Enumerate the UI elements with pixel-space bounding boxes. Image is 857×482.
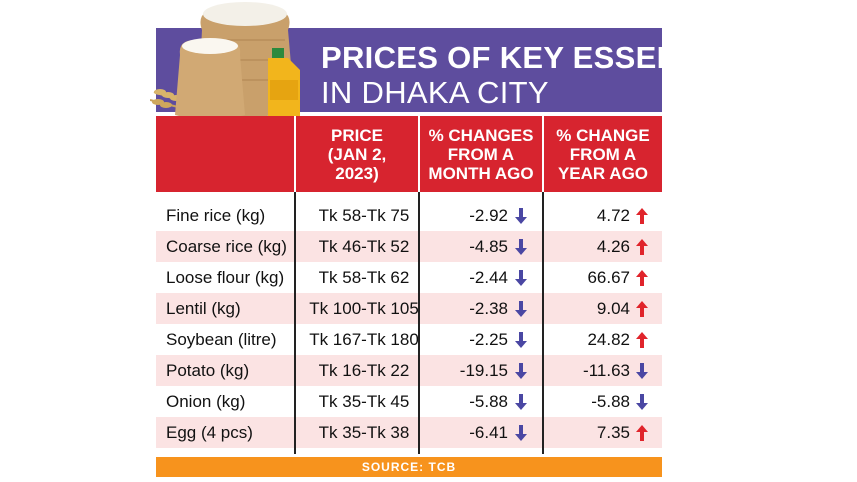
row-price: Tk 100-Tk 105 — [309, 298, 419, 318]
row-month-change: -5.88 — [469, 391, 508, 411]
title-line-2: IN DHAKA CITY — [321, 75, 549, 110]
row-month-change: -4.85 — [469, 236, 508, 256]
infographic-card: PRICES OF KEY ESSENTIALS IN DHAKA CITY — [150, 0, 770, 482]
table-row: Soybean (litre) Tk 167-Tk 180 -2.25 24.82 — [156, 324, 662, 355]
arrow-up-icon — [635, 300, 649, 318]
row-year-change: 4.26 — [596, 236, 630, 256]
column-divider — [542, 192, 544, 454]
table-row: Fine rice (kg) Tk 58-Tk 75 -2.92 4.72 — [156, 200, 662, 231]
arrow-up-icon — [635, 331, 649, 349]
table-row: Egg (4 pcs) Tk 35-Tk 38 -6.41 7.35 — [156, 417, 662, 448]
row-year-change: -11.63 — [583, 360, 630, 380]
arrow-down-icon — [514, 300, 528, 318]
row-price: Tk 58-Tk 62 — [318, 267, 410, 287]
arrow-up-icon — [635, 207, 649, 225]
row-year-change: 4.72 — [596, 205, 630, 225]
row-month-change: -2.25 — [469, 329, 508, 349]
row-item-label: Onion (kg) — [166, 391, 246, 411]
row-year-change: 66.67 — [587, 267, 630, 287]
table-row: Lentil (kg) Tk 100-Tk 105 -2.38 9.04 — [156, 293, 662, 324]
row-item-label: Egg (4 pcs) — [166, 422, 253, 442]
arrow-down-icon — [514, 331, 528, 349]
row-price: Tk 35-Tk 38 — [318, 422, 410, 442]
arrow-down-icon — [514, 269, 528, 287]
row-year-change: 24.82 — [587, 329, 630, 349]
flour-sack-icon — [175, 38, 245, 120]
table-row: Coarse rice (kg) Tk 46-Tk 52 -4.85 4.26 — [156, 231, 662, 262]
arrow-down-icon — [514, 362, 528, 380]
table-row: Onion (kg) Tk 35-Tk 45 -5.88 -5.88 — [156, 386, 662, 417]
row-item-label: Potato (kg) — [166, 360, 250, 380]
row-year-change: 9.04 — [596, 298, 630, 318]
row-month-change: -19.15 — [459, 360, 508, 380]
row-month-change: -2.92 — [469, 205, 508, 225]
arrow-down-icon — [514, 424, 528, 442]
table-row: Potato (kg) Tk 16-Tk 22 -19.15 -11.63 — [156, 355, 662, 386]
row-year-change: 7.35 — [596, 422, 630, 442]
row-item-label: Loose flour (kg) — [166, 267, 285, 287]
row-item-label: Lentil (kg) — [166, 298, 241, 318]
arrow-up-icon — [635, 269, 649, 287]
column-divider — [294, 192, 296, 454]
arrow-down-icon — [514, 393, 528, 411]
row-year-change: -5.88 — [591, 391, 630, 411]
column-header-month-change: % CHANGES FROM A MONTH AGO — [428, 125, 534, 183]
row-month-change: -2.44 — [469, 267, 508, 287]
row-price: Tk 167-Tk 180 — [309, 329, 419, 349]
table-header: PRICE (JAN 2, 2023) % CHANGES FROM A MON… — [156, 116, 662, 192]
table-row: Loose flour (kg) Tk 58-Tk 62 -2.44 66.67 — [156, 262, 662, 293]
column-header-year-change: % CHANGE FROM A YEAR AGO — [556, 125, 650, 183]
arrow-down-icon — [514, 238, 528, 256]
header-divider — [542, 116, 544, 192]
row-item-label: Fine rice (kg) — [166, 205, 266, 225]
arrow-up-icon — [635, 238, 649, 256]
header-divider — [294, 116, 296, 192]
row-price: Tk 16-Tk 22 — [318, 360, 410, 380]
row-month-change: -2.38 — [469, 298, 508, 318]
arrow-down-icon — [514, 207, 528, 225]
arrow-up-icon — [635, 424, 649, 442]
column-header-price: PRICE (JAN 2, 2023) — [327, 125, 387, 183]
source-footer: SOURCE: TCB — [156, 457, 662, 477]
header-divider — [418, 116, 420, 192]
arrow-down-icon — [635, 393, 649, 411]
row-month-change: -6.41 — [469, 422, 508, 442]
row-item-label: Soybean (litre) — [166, 329, 277, 349]
title-line-1: PRICES OF KEY ESSENTIALS — [321, 40, 771, 75]
arrow-down-icon — [635, 362, 649, 380]
row-price: Tk 58-Tk 75 — [318, 205, 410, 225]
row-item-label: Coarse rice (kg) — [166, 236, 287, 256]
row-price: Tk 35-Tk 45 — [318, 391, 410, 411]
column-divider — [418, 192, 420, 454]
oil-bottle-icon — [268, 48, 300, 122]
row-price: Tk 46-Tk 52 — [318, 236, 410, 256]
